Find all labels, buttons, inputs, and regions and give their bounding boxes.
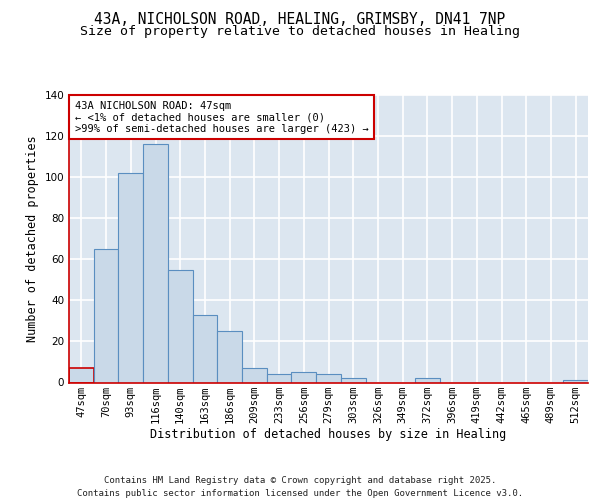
Bar [217,331,242,382]
Bar [168,270,193,382]
Bar [341,378,365,382]
Y-axis label: Number of detached properties: Number of detached properties [26,136,39,342]
Bar [415,378,440,382]
Text: 43A, NICHOLSON ROAD, HEALING, GRIMSBY, DN41 7NP: 43A, NICHOLSON ROAD, HEALING, GRIMSBY, D… [94,12,506,28]
Text: Contains HM Land Registry data © Crown copyright and database right 2025.
Contai: Contains HM Land Registry data © Crown c… [77,476,523,498]
Bar [563,380,588,382]
Bar [316,374,341,382]
Text: 43A NICHOLSON ROAD: 47sqm
← <1% of detached houses are smaller (0)
>99% of semi-: 43A NICHOLSON ROAD: 47sqm ← <1% of detac… [74,100,368,134]
Text: Size of property relative to detached houses in Healing: Size of property relative to detached ho… [80,25,520,38]
Bar [118,173,143,382]
Bar [69,368,94,382]
Bar [292,372,316,382]
Bar [193,314,217,382]
Bar [267,374,292,382]
Bar [143,144,168,382]
Bar [242,368,267,382]
X-axis label: Distribution of detached houses by size in Healing: Distribution of detached houses by size … [151,428,506,442]
Bar [94,249,118,382]
